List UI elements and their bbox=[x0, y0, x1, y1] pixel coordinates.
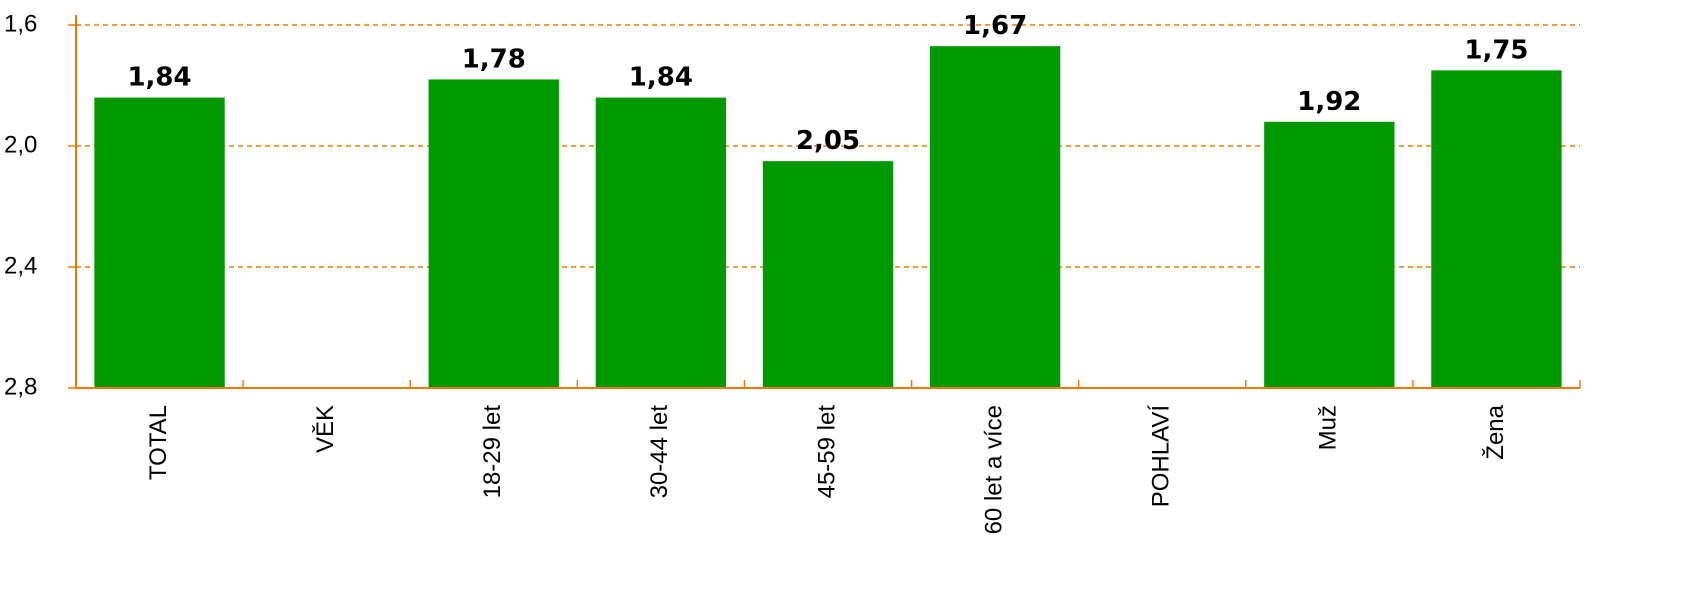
x-tick-label: 60 let a více bbox=[980, 405, 1007, 534]
data-label: 1,78 bbox=[462, 44, 526, 74]
data-label: 1,84 bbox=[629, 63, 693, 93]
x-tick-label: 30-44 let bbox=[646, 405, 673, 499]
y-tick-label: 2,0 bbox=[4, 131, 37, 158]
x-tick-label: 45-59 let bbox=[813, 405, 840, 499]
bar bbox=[428, 79, 559, 388]
bar bbox=[762, 161, 894, 388]
x-tick-label: POHLAVÍ bbox=[1148, 405, 1175, 508]
data-label: 1,75 bbox=[1464, 35, 1528, 65]
bar bbox=[595, 97, 727, 388]
x-tick-label: VĚK bbox=[312, 405, 339, 453]
data-label: 1,92 bbox=[1297, 87, 1361, 117]
bar bbox=[94, 97, 225, 388]
bar bbox=[929, 46, 1061, 389]
y-tick-label: 2,8 bbox=[4, 373, 37, 400]
data-label: 1,67 bbox=[963, 11, 1027, 41]
x-tick-label: Žena bbox=[1482, 404, 1509, 459]
x-tick-label: 18-29 let bbox=[479, 405, 506, 499]
x-tick-label: Muž bbox=[1315, 405, 1342, 450]
data-label: 2,05 bbox=[796, 126, 860, 156]
y-tick-label: 1,6 bbox=[4, 10, 37, 37]
x-tick-label: TOTAL bbox=[145, 405, 172, 480]
data-label: 1,84 bbox=[127, 63, 191, 93]
bar bbox=[1431, 70, 1562, 388]
bar bbox=[1264, 121, 1395, 389]
y-tick-label: 2,4 bbox=[4, 252, 37, 279]
